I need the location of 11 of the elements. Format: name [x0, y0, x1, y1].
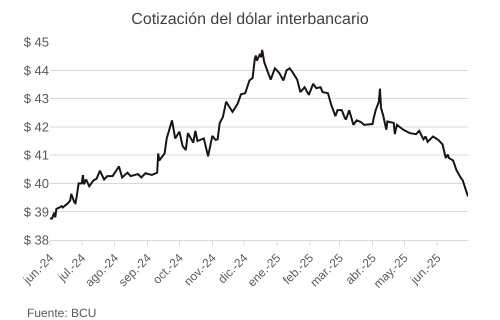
y-tick-label: $ 41 — [24, 148, 49, 163]
y-tick-label: $ 42 — [24, 119, 49, 134]
y-tick-label: $ 39 — [24, 204, 49, 220]
chart-title: Cotización del dólar interbancario — [131, 11, 369, 28]
line-series — [50, 48, 468, 220]
y-tick-label: $ 45 — [24, 34, 49, 50]
source-note: Fuente: BCU — [27, 306, 96, 320]
y-tick-label: $ 38 — [24, 232, 49, 248]
y-tick-label: $ 43 — [24, 91, 49, 106]
y-tick-label: $ 44 — [24, 62, 49, 78]
y-tick-label: $ 40 — [24, 176, 49, 191]
